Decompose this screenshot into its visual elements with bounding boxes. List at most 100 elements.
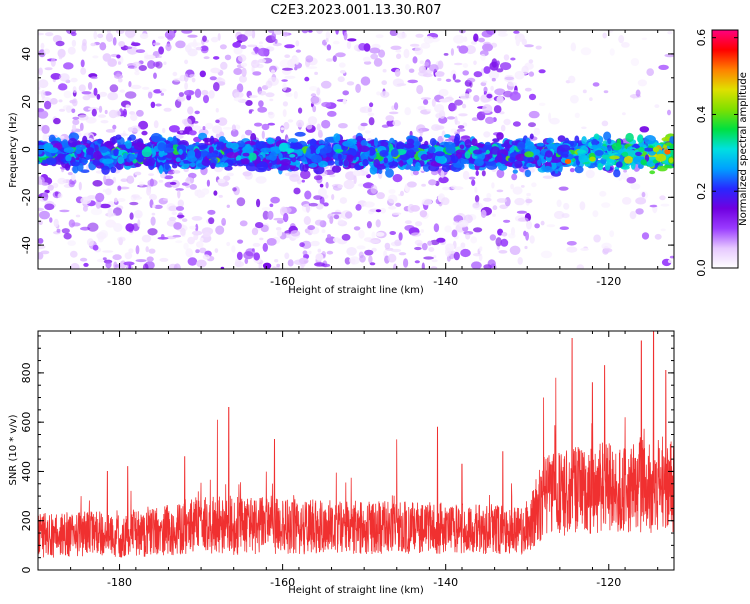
heatmap-noise-cell — [452, 73, 456, 81]
x-tick-label: -160 — [270, 275, 295, 288]
heatmap-noise-cell — [501, 232, 508, 237]
heatmap-noise-cell — [453, 34, 465, 44]
heatmap-noise-cell — [549, 117, 560, 125]
heatmap-noise-cell — [641, 37, 647, 41]
heatmap-noise-cell — [486, 93, 493, 99]
heatmap-band-cell — [38, 145, 43, 155]
heatmap-band-cell — [85, 154, 92, 160]
heatmap-noise-cell — [601, 242, 612, 250]
heatmap-noise-cell — [601, 120, 609, 127]
heatmap-noise-cell — [217, 178, 226, 184]
heatmap-noise-cell — [349, 256, 360, 265]
heatmap-noise-cell — [559, 226, 569, 230]
heatmap-noise-cell — [592, 210, 599, 218]
heatmap-noise-cell — [369, 102, 374, 108]
heatmap-noise-cell — [453, 62, 463, 66]
heatmap-noise-cell — [420, 229, 424, 233]
heatmap-band-cell — [288, 138, 298, 144]
heatmap-noise-cell — [38, 252, 44, 260]
heatmap-noise-cell — [210, 67, 221, 74]
heatmap-noise-cell — [303, 216, 311, 225]
heatmap-noise-cell — [266, 238, 277, 246]
heatmap-noise-cell — [493, 105, 502, 114]
heatmap-noise-cell — [338, 123, 348, 129]
heatmap-band-cell — [385, 168, 394, 178]
heatmap-noise-cell — [321, 101, 332, 108]
heatmap-band-cell — [248, 152, 257, 161]
heatmap-noise-cell — [108, 109, 118, 119]
heatmap-noise-cell — [196, 259, 207, 268]
heatmap-noise-cell — [135, 49, 146, 53]
heatmap-noise-cell — [128, 248, 134, 254]
heatmap-noise-cell — [116, 72, 121, 78]
heatmap-band-cell — [380, 141, 389, 148]
snr-panel: -180 -160 -140 -120 0 200 400 600 800 Height of… — [8, 330, 675, 596]
heatmap-band-cell — [98, 146, 109, 153]
heatmap-noise-cell — [360, 76, 371, 86]
heatmap-band-cell — [338, 159, 343, 167]
heatmap-noise-cell — [389, 231, 397, 235]
colorbar-tick-label: 0.2 — [695, 182, 708, 200]
heatmap-noise-cell — [364, 130, 371, 134]
heatmap-noise-cell — [310, 96, 322, 106]
heatmap-noise-cell — [103, 175, 107, 183]
heatmap-noise-cell — [630, 183, 641, 190]
heatmap-band-cell — [318, 160, 328, 168]
heatmap-band-cell — [434, 151, 445, 157]
colorbar-tick-label: 0.6 — [695, 29, 708, 47]
heatmap-noise-cell — [196, 241, 204, 248]
heatmap-noise-cell — [290, 230, 301, 237]
heatmap-band-cell — [331, 165, 342, 173]
heatmap-noise-cell — [252, 242, 261, 247]
heatmap-noise-cell — [438, 176, 449, 184]
heatmap-noise-cell — [485, 116, 495, 124]
heatmap-noise-cell — [236, 34, 248, 42]
heatmap-noise-cell — [507, 81, 517, 87]
heatmap-band-cell — [268, 162, 273, 168]
heatmap-noise-cell — [353, 175, 357, 185]
heatmap-noise-cell — [512, 186, 523, 195]
heatmap-noise-cell — [387, 253, 397, 263]
heatmap-band-cell — [280, 159, 291, 166]
heatmap-noise-cell — [629, 211, 637, 220]
heatmap-noise-cell — [71, 31, 77, 37]
heatmap-noise-cell — [599, 190, 607, 197]
heatmap-noise-cell — [646, 68, 654, 76]
heatmap-noise-cell — [265, 80, 273, 89]
heatmap-noise-cell — [568, 75, 576, 84]
heatmap-noise-cell — [105, 175, 111, 179]
heatmap-band-cell — [101, 165, 110, 175]
heatmap-noise-cell — [247, 44, 258, 48]
heatmap-noise-cell — [81, 91, 92, 95]
heatmap-noise-cell — [293, 91, 298, 99]
heatmap-noise-cell — [97, 33, 104, 39]
heatmap-noise-cell — [175, 40, 186, 49]
heatmap-noise-cell — [194, 110, 200, 115]
heatmap-noise-cell — [453, 251, 460, 261]
heatmap-noise-cell — [284, 252, 290, 260]
heatmap-band-cell — [624, 155, 633, 164]
x-tick-label: -180 — [107, 275, 132, 288]
heatmap-noise-cell — [403, 258, 409, 268]
heatmap-noise-cell — [525, 198, 533, 204]
y-tick-label: 600 — [20, 412, 33, 433]
heatmap-noise-cell — [183, 73, 189, 82]
heatmap-noise-cell — [392, 119, 402, 127]
heatmap-band-cell — [150, 132, 162, 143]
heatmap-noise-cell — [59, 73, 70, 82]
heatmap-noise-cell — [419, 210, 428, 218]
heatmap-noise-cell — [344, 257, 351, 265]
heatmap-noise-cell — [359, 106, 367, 113]
heatmap-noise-cell — [416, 84, 424, 95]
heatmap-noise-cell — [185, 177, 195, 185]
heatmap-noise-cell — [221, 217, 227, 226]
y-tick-label: 0 — [20, 146, 33, 153]
heatmap-noise-cell — [242, 171, 252, 177]
heatmap-band-cell — [94, 144, 99, 153]
heatmap-noise-cell — [133, 196, 142, 200]
heatmap-noise-cell — [257, 47, 269, 57]
heatmap-noise-cell — [268, 111, 275, 119]
heatmap-noise-cell — [310, 93, 317, 97]
heatmap-noise-cell — [124, 30, 136, 38]
heatmap-band-cell — [128, 153, 135, 162]
